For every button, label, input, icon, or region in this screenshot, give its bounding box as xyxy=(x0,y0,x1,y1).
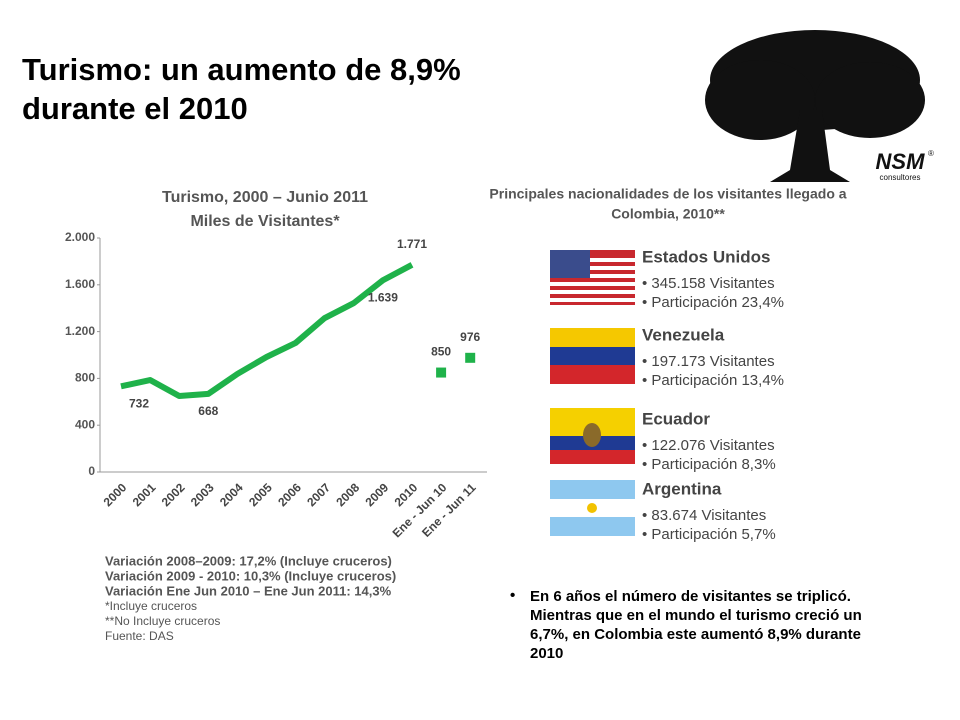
chart-note: Variación 2009 - 2010: 10,3% (Incluye cr… xyxy=(105,568,396,583)
country-name: Estados Unidos xyxy=(642,247,770,266)
y-tick-label: 1.600 xyxy=(65,277,95,291)
chart-note: Variación Ene Jun 2010 – Ene Jun 2011: 1… xyxy=(105,583,392,598)
y-tick-label: 0 xyxy=(88,464,95,478)
country-name: Venezuela xyxy=(642,325,725,344)
chart-note: *Incluye cruceros xyxy=(105,599,197,613)
data-label: 732 xyxy=(129,397,149,411)
line-series xyxy=(120,262,414,399)
x-tick-label: 2004 xyxy=(217,480,246,509)
x-tick-label: 2008 xyxy=(333,480,362,509)
logo-tree xyxy=(705,30,925,182)
point-marker xyxy=(436,367,447,378)
bullet-text: En 6 años el número de visitantes se tri… xyxy=(530,588,862,662)
slide-title: Turismo: un aumento de 8,9% xyxy=(22,52,461,87)
data-label: 1.639 xyxy=(368,290,398,304)
country-share: • Participación 8,3% xyxy=(642,456,776,473)
data-label: 668 xyxy=(198,404,218,418)
y-tick-label: 1.200 xyxy=(65,324,95,338)
flag-venezuela xyxy=(550,328,635,384)
y-tick-label: 800 xyxy=(75,371,95,385)
chart-note: Fuente: DAS xyxy=(105,629,174,643)
x-tick-label: 2001 xyxy=(130,480,159,509)
country-visitors: • 197.173 Visitantes xyxy=(642,353,775,370)
x-tick-label: 2005 xyxy=(246,480,275,509)
flag-argentina xyxy=(550,480,635,536)
data-label: 1.771 xyxy=(397,237,427,251)
data-label: 850 xyxy=(431,345,451,359)
panel-title: Colombia, 2010** xyxy=(611,206,725,222)
y-tick-label: 2.000 xyxy=(65,230,95,244)
point-marker xyxy=(465,352,476,363)
x-tick-label: 2002 xyxy=(159,480,188,509)
chart-title: Turismo, 2000 – Junio 2011 xyxy=(162,189,368,206)
chart-subtitle: Miles de Visitantes* xyxy=(190,213,340,230)
flag-usa xyxy=(550,250,635,305)
x-tick-label: 2003 xyxy=(188,480,217,509)
x-tick-label: 2007 xyxy=(304,480,333,509)
x-tick-label: 2006 xyxy=(275,480,304,509)
x-tick-label: 2000 xyxy=(101,480,130,509)
logo-sub: consultores xyxy=(880,173,921,182)
logo-mark: ® xyxy=(928,149,934,158)
x-tick-label: 2009 xyxy=(362,480,391,509)
chart-note: **No Incluye cruceros xyxy=(105,614,220,628)
y-tick-label: 400 xyxy=(75,417,95,431)
slide-title: durante el 2010 xyxy=(22,91,248,126)
country-share: • Participación 13,4% xyxy=(642,372,784,389)
logo-name: NSM xyxy=(876,149,926,174)
country-share: • Participación 23,4% xyxy=(642,294,784,311)
flag-ecuador xyxy=(550,408,635,464)
country-visitors: • 345.158 Visitantes xyxy=(642,275,775,292)
country-visitors: • 83.674 Visitantes xyxy=(642,507,766,524)
chart-note: Variación 2008–2009: 17,2% (Incluye cruc… xyxy=(105,553,392,568)
data-label: 976 xyxy=(460,330,480,344)
country-name: Argentina xyxy=(642,479,722,498)
country-share: • Participación 5,7% xyxy=(642,526,776,543)
panel-title: Principales nacionalidades de los visita… xyxy=(489,186,846,202)
bullet-dot: • xyxy=(510,587,516,604)
country-visitors: • 122.076 Visitantes xyxy=(642,437,775,454)
country-name: Ecuador xyxy=(642,409,710,428)
